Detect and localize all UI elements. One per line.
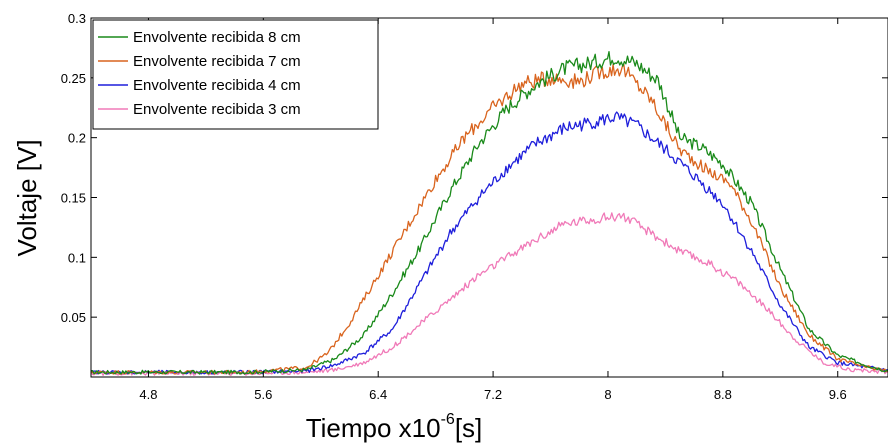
- x-tick-label: 9.6: [829, 387, 847, 402]
- y-axis-ticks: 0.05 0.1 0.15 0.2 0.25 0.3: [61, 11, 888, 325]
- y-axis-label: Voltaje [V]: [12, 139, 42, 256]
- legend-label-4: Envolvente recibida 3 cm: [133, 101, 301, 118]
- x-tick-label: 7.2: [484, 387, 502, 402]
- x-tick-label: 4.8: [139, 387, 157, 402]
- y-tick-label: 0.05: [61, 310, 86, 325]
- legend-label-3: Envolvente recibida 4 cm: [133, 77, 301, 94]
- y-tick-label: 0.1: [68, 250, 86, 265]
- y-tick-label: 0.15: [61, 191, 86, 206]
- legend-label-1: Envolvente recibida 8 cm: [133, 29, 301, 46]
- x-tick-label: 8.8: [714, 387, 732, 402]
- x-axis-ticks: 4.8 5.6 6.4 7.2 8 8.8 9.6: [139, 18, 847, 402]
- x-tick-label: 5.6: [254, 387, 272, 402]
- legend: Envolvente recibida 8 cm Envolvente recib…: [92, 19, 379, 130]
- x-axis-label-unit: [s]: [455, 413, 482, 443]
- x-tick-label: 8: [604, 387, 611, 402]
- y-tick-label: 0.25: [61, 71, 86, 86]
- legend-entries: Envolvente recibida 8 cm Envolvente recib…: [98, 29, 301, 118]
- legend-label-2: Envolvente recibida 7 cm: [133, 53, 301, 70]
- y-tick-label: 0.3: [68, 11, 86, 26]
- legend-box: [92, 19, 379, 130]
- series-line-1: [90, 50, 888, 375]
- series-layer: [90, 50, 888, 376]
- x-tick-label: 6.4: [369, 387, 387, 402]
- x-axis-label: Tiempo x10-6[s]: [306, 411, 483, 443]
- x-axis-label-exponent: -6: [441, 411, 455, 428]
- x-axis-label-base: Tiempo x10: [306, 413, 441, 443]
- y-tick-label: 0.2: [68, 131, 86, 146]
